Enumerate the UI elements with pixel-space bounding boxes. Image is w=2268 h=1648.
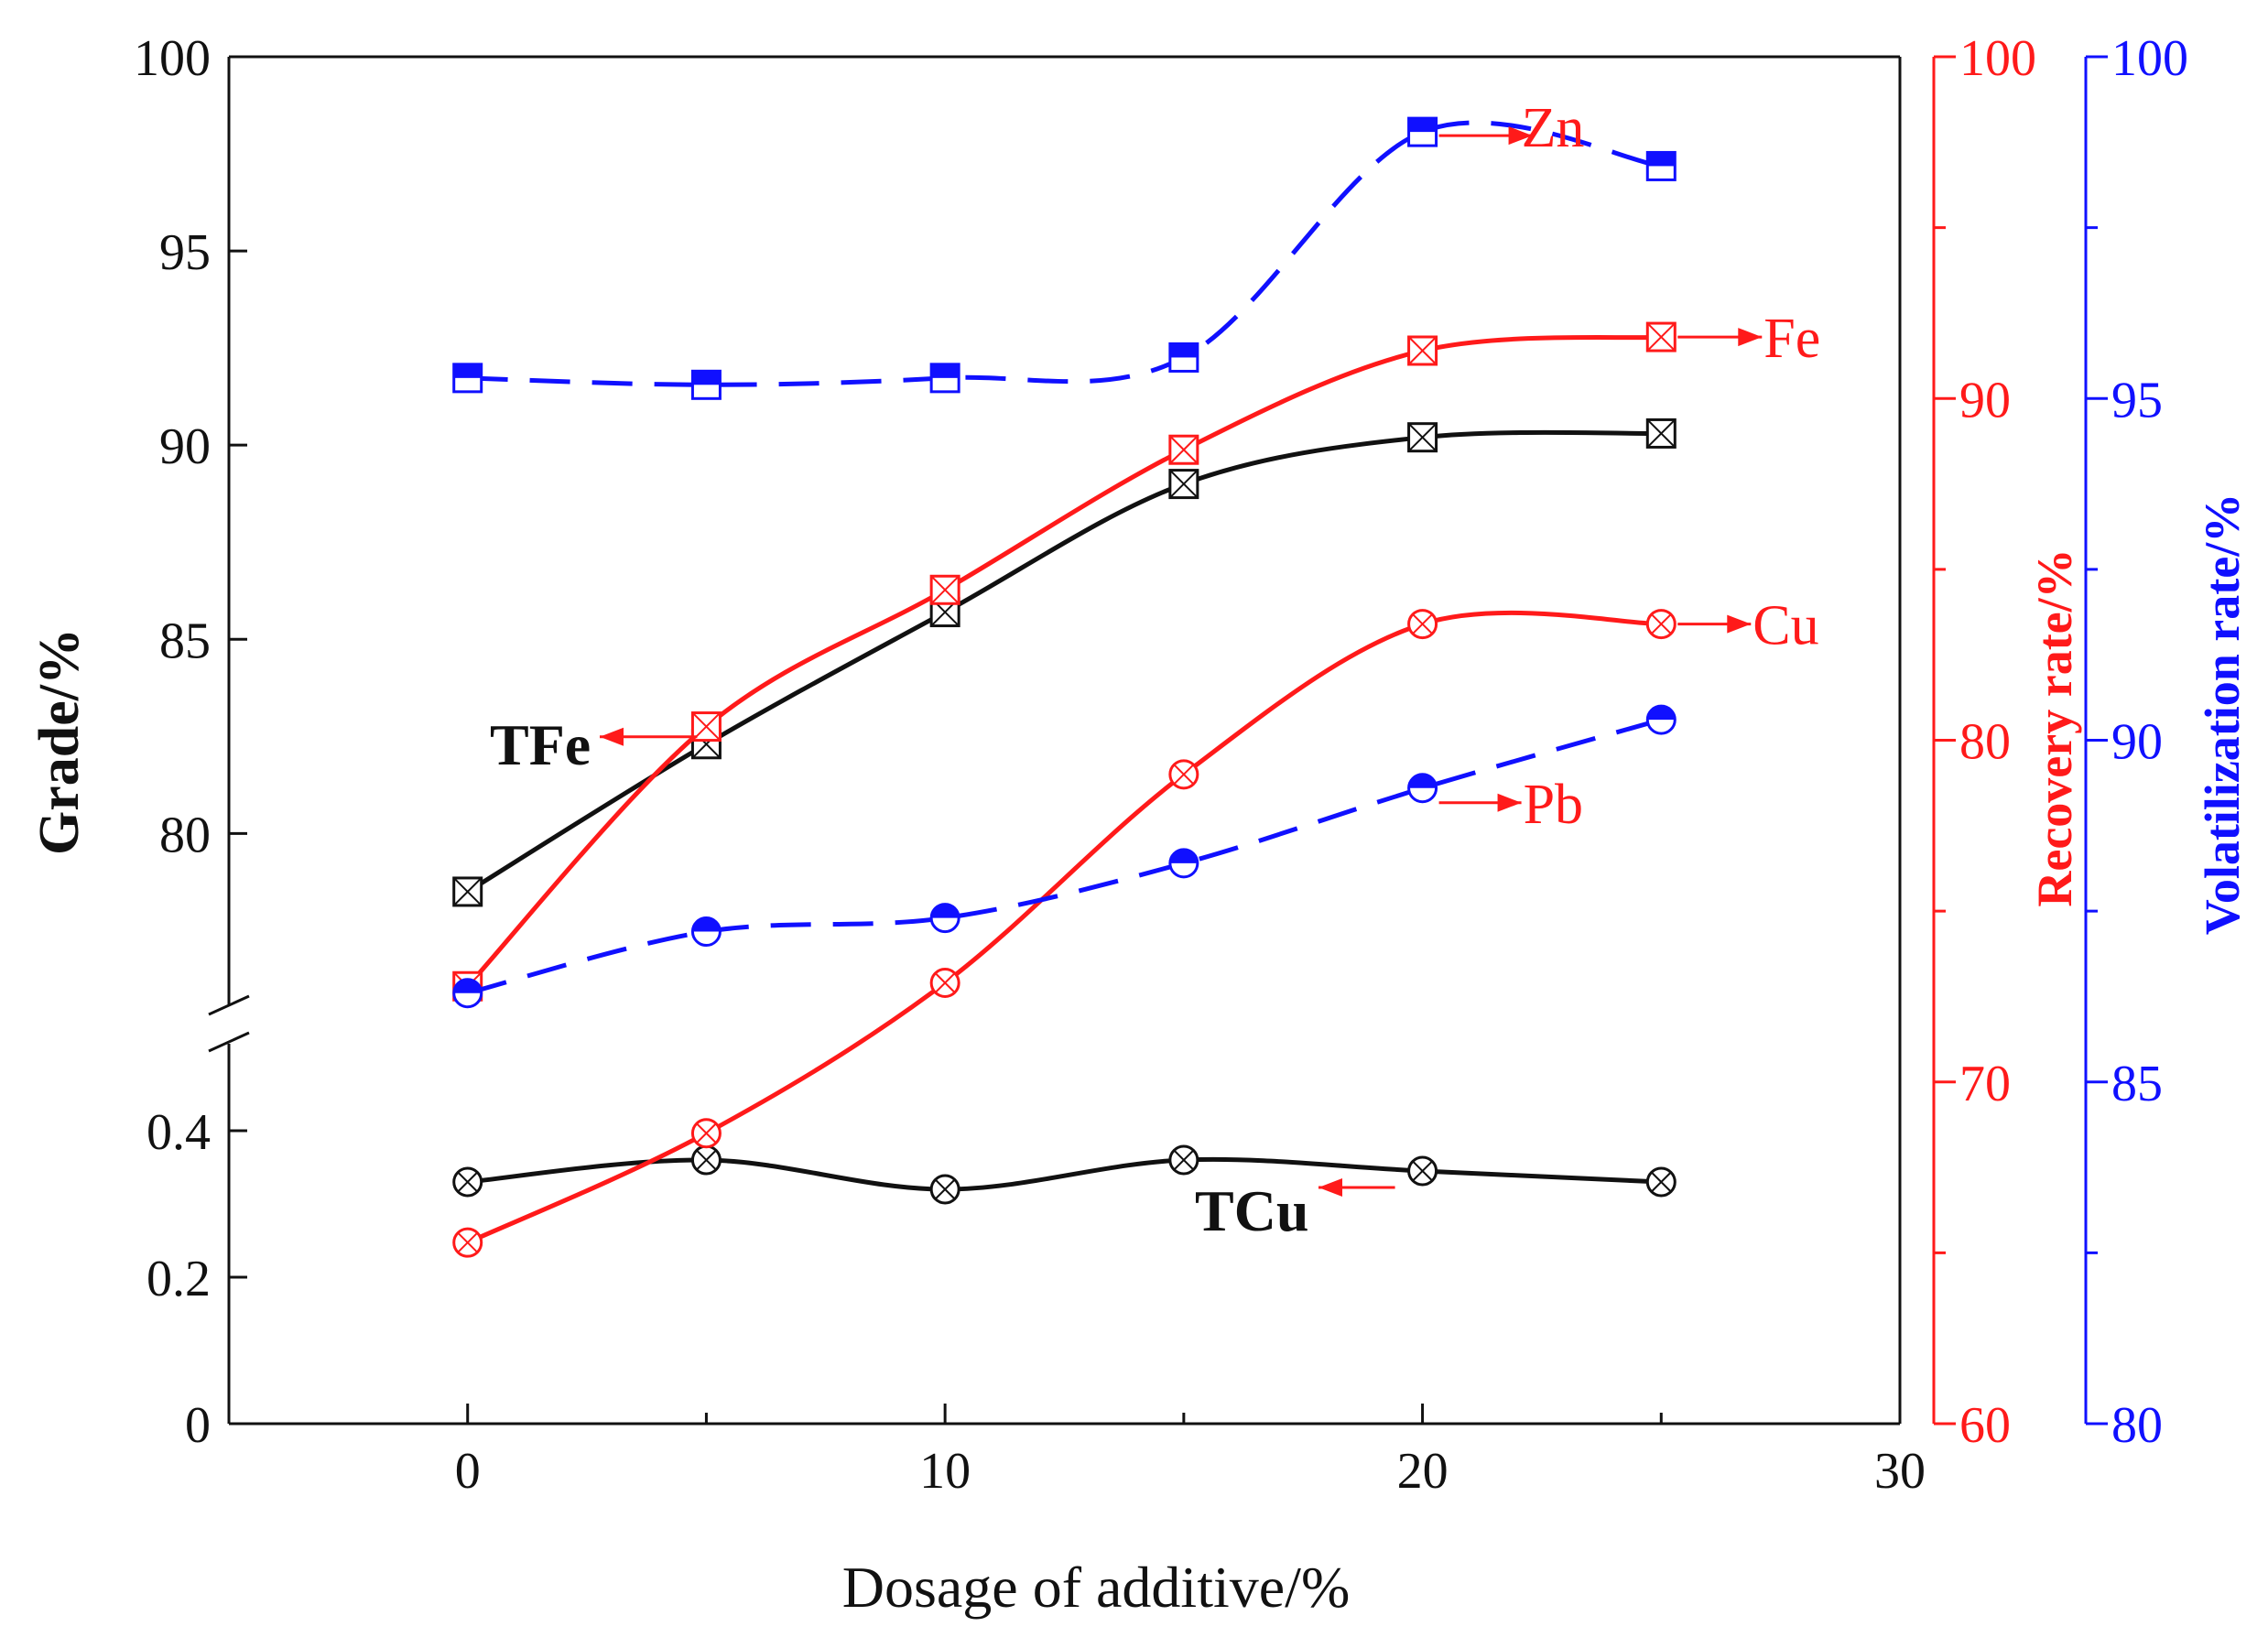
recovery-tick-label: 100 (1959, 30, 2036, 87)
data-point-tcu-cross (457, 1171, 478, 1193)
data-point-fe-cross (1407, 336, 1438, 365)
data-point-fe-cross (1646, 322, 1676, 352)
data-point-zn-fill (453, 363, 482, 378)
data-point-tcu-cross (1651, 1171, 1672, 1193)
volatilization-tick-label: 85 (2111, 1056, 2163, 1112)
x-tick-label: 30 (1874, 1443, 1926, 1500)
left-axis-label: Grade/% (28, 628, 91, 855)
data-point-tfe-cross (1407, 422, 1438, 452)
data-point-fe-cross (1169, 435, 1199, 464)
annotation-layer: TFe TCu Fe Cu Zn Pb (490, 97, 1820, 1243)
x-tick-label: 20 (1397, 1443, 1449, 1500)
series-zn (452, 116, 1677, 400)
recovery-axis: 60 70 80 90 100 (1932, 30, 2036, 1454)
left-tick-label: 90 (159, 418, 211, 475)
series-line-tcu (467, 1156, 1662, 1192)
x-axis-label: Dosage of additive/% (842, 1555, 1351, 1620)
left-tick-label: 95 (159, 224, 211, 281)
recovery-axis-label: Recovery rate/% (2027, 548, 2082, 906)
series-tcu (452, 1144, 1677, 1205)
series-line-zn (467, 120, 1662, 387)
label-zn: Zn (1522, 97, 1585, 159)
data-point-pb-fill (1408, 774, 1437, 788)
recovery-tick-label: 70 (1959, 1056, 2011, 1112)
data-point-zn-fill (1408, 118, 1437, 133)
arrow-fe-head (1738, 328, 1763, 347)
series-line-pb (467, 717, 1662, 996)
recovery-tick-label: 80 (1959, 714, 2011, 771)
x-axis: 0 10 20 30 (227, 1404, 1926, 1500)
series-tfe (452, 417, 1677, 907)
axis-break-mark (208, 994, 250, 1016)
volatilization-tick-label: 80 (2111, 1397, 2163, 1454)
data-point-zn-fill (1169, 343, 1198, 358)
data-point-cu-cross (457, 1231, 478, 1253)
left-tick-label: 0.4 (146, 1104, 211, 1161)
label-pb: Pb (1524, 774, 1583, 836)
arrow-tcu-head (1318, 1178, 1342, 1197)
series-line-tfe (466, 429, 1662, 894)
series-fe (452, 321, 1677, 1002)
arrow-zn-head (1508, 126, 1533, 146)
data-point-tcu-cross (934, 1178, 956, 1200)
label-fe: Fe (1763, 308, 1820, 370)
series-layer (452, 116, 1677, 1258)
volatilization-axis-label: Volatilization rate/% (2195, 493, 2250, 935)
data-point-cu-cross (696, 1122, 717, 1144)
left-tick-label: 0 (185, 1397, 211, 1454)
label-tfe: TFe (490, 712, 591, 777)
arrow-cu-head (1727, 614, 1752, 634)
data-point-zn-fill (1647, 152, 1676, 167)
series-line-fe (465, 334, 1662, 988)
data-point-pb-fill (453, 979, 482, 993)
left-tick-label: 85 (159, 613, 211, 669)
data-point-cu-cross (934, 972, 956, 993)
data-point-fe-cross (691, 711, 722, 742)
left-tick-label: 0.2 (146, 1251, 211, 1307)
data-point-tcu-cross (696, 1149, 717, 1171)
data-point-pb-fill (692, 917, 721, 932)
volatilization-axis: 80 85 90 95 100 (2084, 30, 2188, 1454)
data-point-pb-fill (931, 904, 960, 918)
recovery-tick-label: 90 (1959, 372, 2011, 428)
data-point-pb-fill (1169, 849, 1198, 863)
data-point-cu-cross (1412, 613, 1433, 634)
x-tick-label: 0 (455, 1443, 481, 1500)
data-point-pb-fill (1647, 706, 1676, 721)
series-pb (452, 704, 1677, 1009)
data-point-tcu-cross (1412, 1160, 1433, 1182)
volatilization-tick-label: 95 (2111, 372, 2163, 428)
data-point-tfe-cross (1169, 469, 1199, 499)
label-tcu: TCu (1195, 1178, 1309, 1243)
left-axis: 80 85 90 95 100 0 0.2 0.4 (134, 30, 250, 1454)
label-cu: Cu (1753, 595, 1818, 657)
data-point-zn-fill (931, 363, 960, 378)
axis-break-mark (208, 1031, 250, 1053)
data-point-cu-cross (1651, 613, 1672, 634)
data-point-fe-cross (930, 575, 960, 604)
plot-frame (229, 55, 1902, 1426)
recovery-tick-label: 60 (1959, 1397, 2011, 1454)
left-tick-label: 100 (134, 30, 211, 87)
series-line-cu (466, 610, 1662, 1245)
left-tick-label: 80 (159, 807, 211, 863)
x-tick-label: 10 (919, 1443, 971, 1500)
data-point-tcu-cross (1173, 1149, 1195, 1171)
volatilization-tick-label: 90 (2111, 714, 2163, 771)
volatilization-tick-label: 100 (2111, 30, 2188, 87)
arrow-tfe-head (600, 727, 624, 746)
data-point-zn-fill (692, 371, 721, 385)
data-point-cu-cross (1173, 764, 1195, 786)
data-point-tfe-cross (1646, 418, 1676, 449)
series-cu (452, 609, 1677, 1258)
data-point-tfe-cross (453, 877, 483, 906)
arrow-pb-head (1497, 793, 1522, 812)
